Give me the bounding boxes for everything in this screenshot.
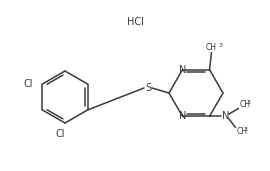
Text: S: S	[145, 83, 151, 93]
Text: CH: CH	[239, 100, 251, 109]
Text: N: N	[179, 65, 186, 75]
Text: 3: 3	[218, 43, 222, 48]
Text: 3: 3	[244, 127, 248, 132]
Text: N: N	[179, 111, 186, 121]
Text: 3: 3	[247, 100, 251, 105]
Text: CH: CH	[206, 43, 217, 52]
Text: CH: CH	[237, 127, 248, 136]
Text: N: N	[222, 111, 229, 121]
Text: Cl: Cl	[24, 79, 33, 89]
Text: HCl: HCl	[127, 17, 143, 27]
Text: Cl: Cl	[55, 129, 65, 139]
